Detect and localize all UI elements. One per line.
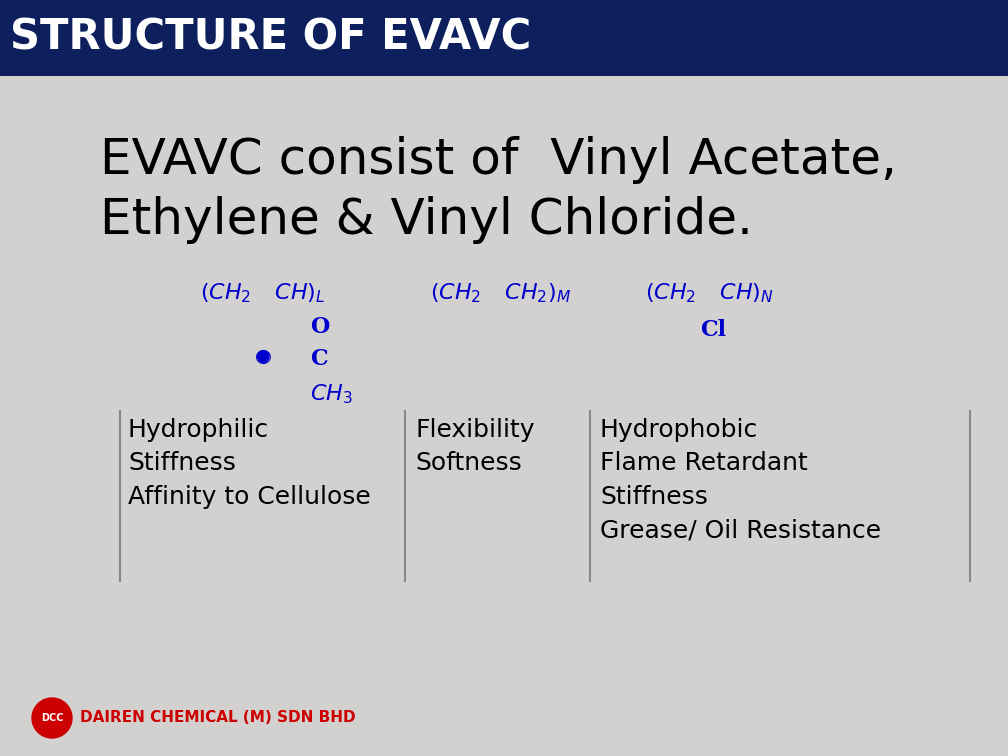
- Text: $(CH_2$   $CH)_N$: $(CH_2$ $CH)_N$: [645, 281, 774, 305]
- Text: $(CH_2$   $CH_2)_M$: $(CH_2$ $CH_2)_M$: [430, 281, 572, 305]
- Text: Hydrophilic
Stiffness
Affinity to Cellulose: Hydrophilic Stiffness Affinity to Cellul…: [128, 418, 371, 509]
- Text: $(CH_2$   $CH)_L$: $(CH_2$ $CH)_L$: [200, 281, 326, 305]
- Text: Cl: Cl: [700, 319, 726, 341]
- Bar: [0, 0, 1008, 76]
- Circle shape: [32, 698, 72, 738]
- Text: $CH_3$: $CH_3$: [310, 382, 353, 406]
- Text: ○: ○: [255, 348, 272, 366]
- Text: Flexibility
Softness: Flexibility Softness: [415, 418, 534, 476]
- Text: DAIREN CHEMICAL (M) SDN BHD: DAIREN CHEMICAL (M) SDN BHD: [80, 711, 356, 726]
- Text: O: O: [310, 316, 330, 338]
- Text: DCC: DCC: [40, 713, 64, 723]
- Text: C: C: [310, 348, 328, 370]
- Text: ●: ●: [255, 348, 269, 365]
- Text: EVAVC consist of  Vinyl Acetate,: EVAVC consist of Vinyl Acetate,: [100, 136, 897, 184]
- Text: Hydrophobic
Flame Retardant
Stiffness
Grease/ Oil Resistance: Hydrophobic Flame Retardant Stiffness Gr…: [600, 418, 881, 543]
- Text: Ethylene & Vinyl Chloride.: Ethylene & Vinyl Chloride.: [100, 196, 753, 244]
- Text: STRUCTURE OF EVAVC: STRUCTURE OF EVAVC: [10, 17, 531, 59]
